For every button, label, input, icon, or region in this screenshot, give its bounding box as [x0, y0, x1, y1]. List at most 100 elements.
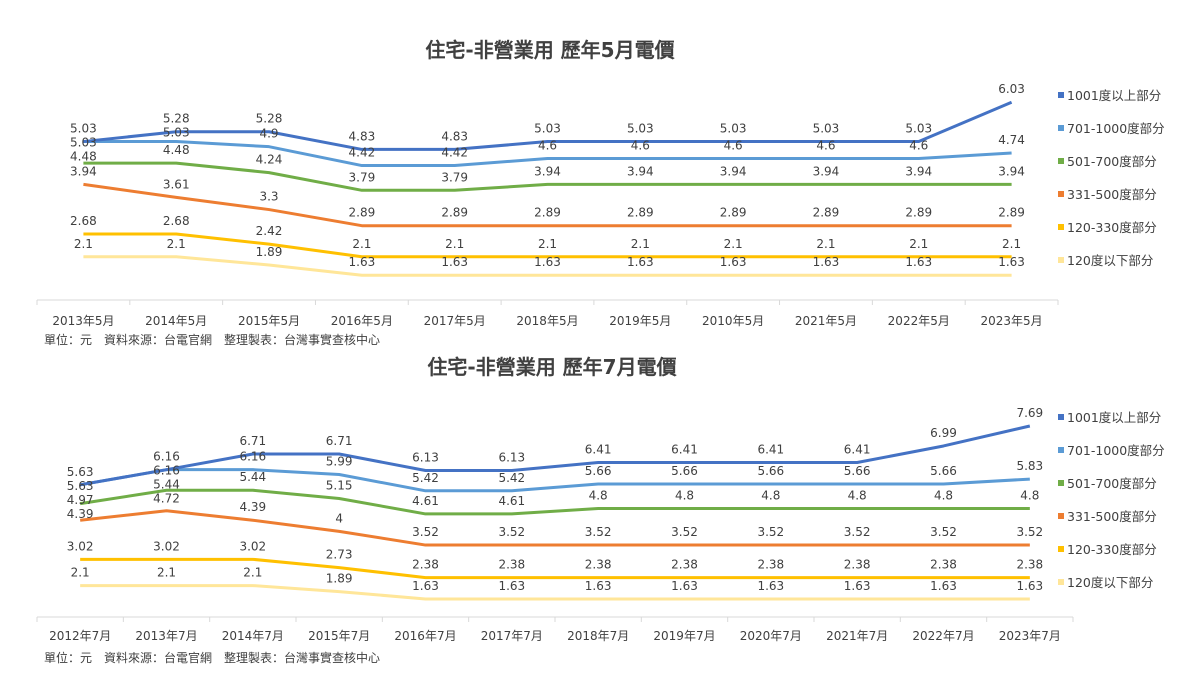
x-tick-label: 2021年5月	[795, 314, 857, 328]
legend-label: 120度以下部分	[1067, 575, 1153, 590]
data-label: 4.8	[675, 489, 694, 503]
data-label: 3.52	[412, 525, 439, 539]
data-label: 4.8	[589, 489, 608, 503]
data-label: 2.1	[538, 237, 557, 251]
x-tick-label: 2022年7月	[912, 629, 974, 643]
data-label: 4.42	[441, 146, 468, 160]
data-label: 1.63	[627, 255, 654, 269]
series-line	[79, 488, 1030, 516]
data-label: 4.48	[163, 143, 190, 157]
legend-swatch	[1058, 546, 1064, 552]
data-label: 3.79	[349, 170, 376, 184]
x-tick-label: 2015年5月	[238, 314, 300, 328]
x-tick-label: 2015年7月	[308, 629, 370, 643]
data-label: 1.63	[585, 579, 612, 593]
data-label: 5.99	[326, 455, 353, 469]
data-label: 2.1	[1002, 237, 1021, 251]
data-label: 4.48	[70, 150, 97, 164]
x-tick-label: 2010年5月	[702, 314, 764, 328]
data-label: 5.03	[813, 122, 840, 136]
data-label: 2.1	[167, 237, 186, 251]
x-tick-label: 2012年7月	[49, 629, 111, 643]
data-label: 5.28	[163, 112, 190, 126]
data-label: 1.63	[534, 255, 561, 269]
data-label: 3.79	[441, 170, 468, 184]
series-line	[83, 255, 1012, 277]
data-label: 6.03	[998, 82, 1025, 96]
data-label: 3.02	[239, 539, 266, 553]
data-label: 4.6	[724, 138, 743, 152]
data-label: 4.39	[67, 507, 94, 521]
legend-label: 120-330度部分	[1067, 542, 1157, 557]
chart-title-july: 住宅-非營業用 歷年7月電價	[427, 355, 677, 379]
data-label: 3.52	[498, 525, 525, 539]
data-label: 6.41	[757, 443, 784, 457]
data-label: 6.71	[239, 434, 266, 448]
data-label: 3.94	[813, 164, 840, 178]
data-label: 4.83	[349, 129, 376, 143]
data-label: 1.63	[844, 579, 871, 593]
data-label: 4.6	[538, 138, 557, 152]
data-label: 2.89	[998, 206, 1025, 220]
data-label: 6.16	[153, 450, 180, 464]
data-label: 5.66	[844, 464, 871, 478]
data-label: 3.52	[757, 525, 784, 539]
data-label: 1.63	[412, 579, 439, 593]
legend-label: 501-700度部分	[1067, 154, 1157, 169]
legend-label: 701-1000度部分	[1067, 443, 1165, 458]
chart-title-may: 住宅-非營業用 歷年5月電價	[425, 38, 675, 62]
data-label: 3.61	[163, 177, 190, 191]
legend-swatch	[1058, 158, 1064, 164]
data-label: 2.1	[724, 237, 743, 251]
data-label: 4.8	[934, 489, 953, 503]
data-label: 4.39	[239, 500, 266, 514]
data-label: 5.66	[930, 464, 957, 478]
data-label: 5.66	[757, 464, 784, 478]
series-line	[83, 232, 1012, 259]
data-label: 5.03	[534, 122, 561, 136]
data-label: 2.1	[157, 566, 176, 580]
data-label: 2.89	[813, 206, 840, 220]
data-label: 3.52	[844, 525, 871, 539]
data-label: 2.38	[412, 558, 439, 572]
x-tick-label: 2023年5月	[980, 314, 1042, 328]
data-label: 2.1	[74, 237, 93, 251]
data-label: 4	[335, 511, 343, 525]
data-label: 5.03	[720, 122, 747, 136]
data-label: 2.89	[905, 206, 932, 220]
data-label: 4.6	[631, 138, 650, 152]
x-tick-label: 2019年7月	[653, 629, 715, 643]
x-tick-label: 2016年7月	[394, 629, 456, 643]
legend-swatch	[1058, 414, 1064, 420]
data-label: 4.61	[412, 494, 439, 508]
legend-swatch	[1058, 579, 1064, 585]
x-tick-label: 2014年7月	[222, 629, 284, 643]
data-label: 5.28	[256, 112, 283, 126]
data-label: 6.41	[844, 443, 871, 457]
data-label: 6.41	[585, 443, 612, 457]
x-tick-label: 2017年5月	[424, 314, 486, 328]
data-label: 1.89	[256, 245, 283, 259]
data-label: 3.52	[1016, 525, 1043, 539]
data-label: 2.38	[757, 558, 784, 572]
data-label: 2.68	[163, 214, 190, 228]
data-label: 1.63	[349, 255, 376, 269]
data-label: 5.03	[70, 136, 97, 150]
series-line	[83, 161, 1012, 192]
data-label: 2.1	[71, 566, 90, 580]
data-label: 2.89	[627, 206, 654, 220]
data-label: 4.8	[848, 489, 867, 503]
x-tick-label: 2019年5月	[609, 314, 671, 328]
data-label: 2.38	[930, 558, 957, 572]
data-label: 4.83	[441, 129, 468, 143]
data-label: 5.63	[67, 465, 94, 479]
data-label: 2.68	[70, 214, 97, 228]
data-label: 4.97	[67, 493, 94, 507]
data-label: 2.89	[720, 206, 747, 220]
data-label: 2.38	[844, 558, 871, 572]
legend-swatch	[1058, 224, 1064, 230]
legend-swatch	[1058, 447, 1064, 453]
data-label: 2.1	[352, 237, 371, 251]
series-line	[79, 424, 1031, 487]
data-label: 5.83	[1016, 459, 1043, 473]
